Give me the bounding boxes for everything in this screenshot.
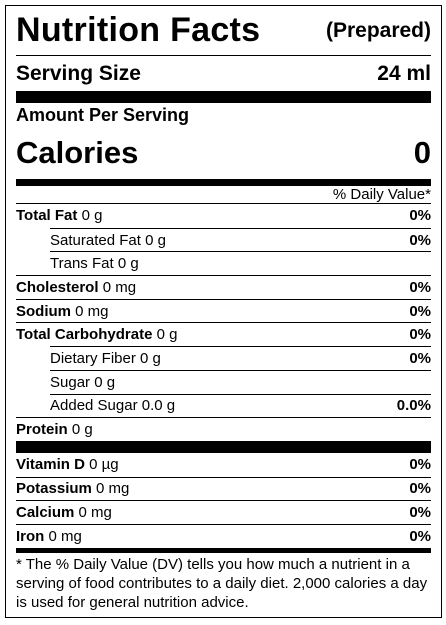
nutrient-row: Total Carbohydrate 0 g 0% [16, 322, 431, 346]
nutrient-row: Dietary Fiber 0 g 0% [50, 346, 431, 370]
daily-value: 0% [409, 207, 431, 225]
nutrient-row: Added Sugar 0.0 g 0.0% [50, 393, 431, 418]
nutrient: Dietary Fiber 0 g [50, 350, 161, 367]
nutrient: Calcium 0 mg [16, 504, 112, 521]
nutrient-row: Potassium 0 mg 0% [16, 476, 431, 501]
header: Nutrition Facts (Prepared) [16, 6, 431, 56]
nutrient-amount: 0 mg [75, 302, 109, 320]
nutrient-name: Sodium [16, 302, 71, 320]
nutrient-amount: 0 g [81, 207, 103, 225]
nutrient: Sugar 0 g [50, 374, 115, 391]
nutrient: Added Sugar 0.0 g [50, 397, 175, 414]
nutrient-row: Iron 0 mg 0% [16, 523, 431, 548]
nutrient-row: Sugar 0 g [50, 369, 431, 394]
nutrient-amount: 0 mg [78, 504, 112, 522]
nutrient: Vitamin D 0 µg [16, 456, 119, 473]
divider [16, 547, 431, 553]
nutrient-row: Saturated Fat 0 g 0% [50, 227, 431, 252]
nutrient-amount: 0 g [145, 231, 166, 249]
footnote: * The % Daily Value (DV) tells you how m… [16, 555, 428, 611]
nutrient: Iron 0 mg [16, 528, 82, 545]
daily-value: 0% [409, 527, 431, 545]
nutrient-name: Iron [16, 527, 45, 545]
nutrient-name: Trans Fat [50, 255, 114, 273]
daily-value: 0% [409, 480, 431, 498]
nutrient-amount: 0 mg [96, 480, 130, 498]
nutrient: Potassium 0 mg [16, 480, 129, 497]
divider [16, 91, 431, 103]
nutrient-amount: 0.0 g [141, 397, 176, 415]
serving-size: Serving Size 24 ml [16, 56, 431, 91]
nutrient-amount: 0 g [71, 421, 93, 439]
daily-value: 0% [409, 456, 431, 474]
nutrient-row: Sodium 0 mg 0% [16, 298, 431, 323]
nutrient-amount: 0 µg [89, 456, 119, 474]
nutrient-name: Calcium [16, 504, 75, 522]
nutrient-name: Potassium [16, 480, 92, 498]
calories: Calories 0 [16, 127, 431, 179]
nutrient-name: Total Carbohydrate [16, 326, 153, 344]
daily-value: 0% [409, 278, 431, 296]
daily-value: 0.0% [396, 397, 431, 415]
nutrient: Total Fat 0 g [16, 207, 102, 224]
nutrient-amount: 0 mg [48, 527, 82, 545]
divider [16, 179, 431, 186]
nutrient-row: Vitamin D 0 µg 0% [16, 453, 431, 477]
nutrient-row: Cholesterol 0 mg 0% [16, 275, 431, 299]
nutrient-amount: 0 g [156, 326, 178, 344]
nutrient-row: Trans Fat 0 g [50, 251, 431, 275]
daily-value: 0% [409, 326, 431, 344]
nutrient-name: Vitamin D [16, 456, 85, 474]
header-note: (Prepared) [325, 18, 431, 42]
nutrient-amount: 0 g [94, 373, 116, 391]
nutrient: Trans Fat 0 g [50, 255, 139, 272]
daily-value: 0% [409, 231, 431, 249]
nutrient: Total Carbohydrate 0 g [16, 326, 177, 343]
nutrient-amount: 0 g [117, 255, 139, 273]
nutrient-name: Sugar [50, 373, 91, 391]
serving-label: Serving Size [16, 61, 141, 85]
title: Nutrition Facts [16, 11, 261, 49]
nutrient: Sodium 0 mg [16, 303, 109, 320]
divider [16, 440, 431, 453]
nutrient: Saturated Fat 0 g [50, 232, 166, 249]
nutrient-row: Protein 0 g [16, 417, 431, 441]
nutrient: Cholesterol 0 mg [16, 279, 136, 296]
daily-value: 0% [409, 302, 431, 320]
nutrient-name: Saturated Fat [50, 231, 141, 249]
calories-label: Calories [16, 135, 139, 170]
nutrient-row: Total Fat 0 g 0% [16, 204, 431, 228]
nutrient: Protein 0 g [16, 421, 93, 438]
nutrition-label: Nutrition Facts (Prepared) Serving Size … [5, 5, 442, 618]
calories-value: 0 [413, 135, 431, 170]
vitamin-rows: Vitamin D 0 µg 0% Potassium 0 mg 0% Calcium … [16, 453, 431, 548]
nutrient-amount: 0 mg [102, 278, 137, 296]
nutrient-row: Calcium 0 mg 0% [16, 500, 431, 524]
daily-value: 0% [409, 504, 431, 522]
daily-value: 0% [409, 349, 431, 367]
nutrient-name: Protein [16, 421, 68, 439]
serving-value: 24 ml [377, 61, 431, 85]
nutrient-name: Total Fat [16, 207, 78, 225]
nutrient-amount: 0 g [140, 349, 161, 367]
nutrient-name: Added Sugar [50, 397, 138, 415]
amount-per-serving: Amount Per Serving [16, 105, 190, 125]
nutrient-name: Cholesterol [16, 278, 99, 296]
daily-value-header: % Daily Value* [16, 186, 431, 204]
nutrient-rows: Total Fat 0 g 0% Saturated Fat 0 g 0% Trans … [16, 204, 431, 441]
nutrient-name: Dietary Fiber [50, 349, 136, 367]
